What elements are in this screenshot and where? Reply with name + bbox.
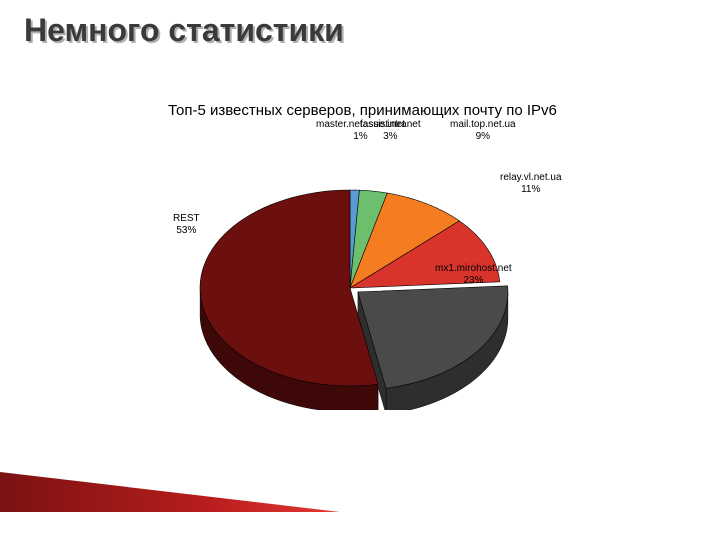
decor-triangle-fill [0,472,340,512]
pie-chart: master.netassist.net1%fasue.intranet3%ma… [160,120,580,410]
pie-slice-label: relay.vl.net.ua11% [500,172,562,196]
pie-slice-label-name: REST [173,213,200,225]
pie-slice-label-name: fasue.intranet [360,119,421,131]
pie-chart-svg [160,120,580,410]
pie-slice-label: mx1.mirohost.net23% [435,263,512,287]
pie-slice-label-pct: 53% [173,225,200,237]
page-title: Немного статистики [24,12,344,49]
pie-slice-label: mail.top.net.ua9% [450,119,516,143]
pie-slice-label: fasue.intranet3% [360,119,421,143]
decor-triangle [0,472,340,512]
pie-slice-label-name: relay.vl.net.ua [500,172,562,184]
pie-slice-label-name: mx1.mirohost.net [435,263,512,275]
pie-slice-label-pct: 11% [500,184,562,196]
pie-slice-label-name: mail.top.net.ua [450,119,516,131]
chart-title: Топ-5 известных серверов, принимающих по… [168,102,557,119]
pie-slice-label: REST53% [173,213,200,237]
pie-slice-label-pct: 3% [360,131,421,143]
pie-slice-label-pct: 23% [435,275,512,287]
pie-slice-label-pct: 9% [450,131,516,143]
